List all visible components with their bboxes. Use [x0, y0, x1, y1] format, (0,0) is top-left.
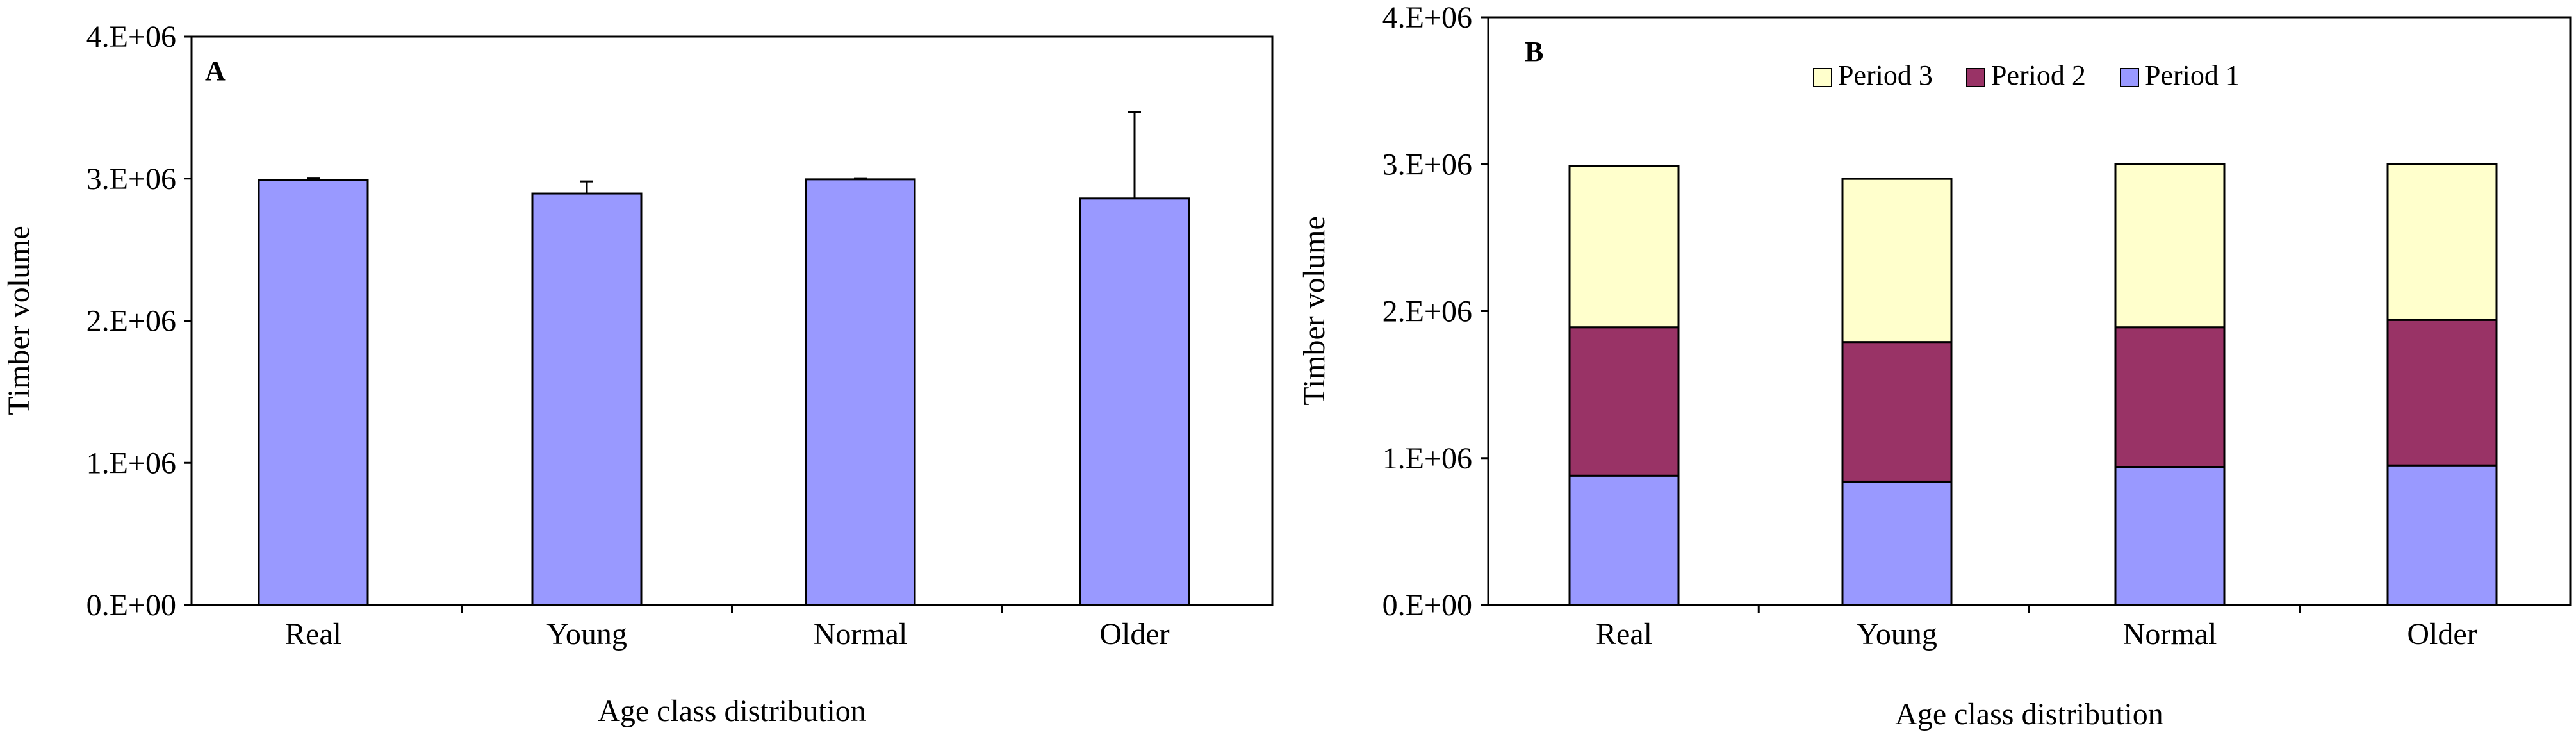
bar-segment-period-1	[2386, 464, 2498, 606]
bar-segment-period-2	[2114, 326, 2226, 468]
y-axis-title: Timber volume	[2, 226, 36, 415]
y-tick-label: 2.E+06	[86, 304, 176, 338]
bar	[531, 192, 643, 606]
chart-panel-a: 0.E+00 1.E+06 2.E+06 3.E+06 4.E+06 Real Young N…	[2, 20, 1274, 728]
bar-segment-period-3	[1568, 165, 1680, 329]
bar-segment-period-1	[2114, 466, 2226, 606]
legend-label: Period 1	[2145, 60, 2240, 91]
x-tick-label: Normal	[814, 617, 908, 651]
legend-swatch	[1813, 68, 1832, 87]
bar-segment-period-2	[1841, 341, 1953, 483]
x-tick-label: Real	[1596, 617, 1652, 651]
bar	[1079, 197, 1190, 606]
y-tick-label: 0.E+00	[1382, 588, 1472, 622]
legend-label: Period 3	[1838, 60, 1933, 91]
y-tick-label: 3.E+06	[1382, 147, 1472, 181]
bar	[805, 178, 916, 606]
bar	[258, 179, 369, 606]
bar-segment-period-3	[2114, 163, 2226, 329]
panel-label: B	[1525, 36, 1543, 67]
x-tick-label: Normal	[2123, 617, 2217, 651]
y-tick-label: 0.E+00	[86, 588, 176, 622]
legend-swatch	[2120, 68, 2139, 87]
bar-segment-period-3	[2386, 163, 2498, 321]
bar-segment-period-1	[1841, 480, 1953, 606]
y-tick-label: 1.E+06	[86, 446, 176, 480]
x-tick-label: Young	[1857, 617, 1937, 651]
x-tick-label: Real	[285, 617, 341, 651]
bar-segment-period-2	[1568, 326, 1680, 477]
x-axis-title: Age class distribution	[1895, 697, 2163, 731]
bar-segment-period-3	[1841, 178, 1953, 344]
legend-swatch	[1966, 68, 1985, 87]
y-axis-title: Timber volume	[1297, 216, 1331, 406]
bar-segment-period-1	[1568, 474, 1680, 606]
y-tick-label: 4.E+06	[1382, 1, 1472, 35]
y-tick-label: 2.E+06	[1382, 295, 1472, 329]
chart-panel-b: 0.E+00 1.E+06 2.E+06 3.E+06 4.E+06 Real Young N…	[1297, 1, 2572, 731]
legend-label: Period 2	[1991, 60, 2086, 91]
x-axis-title: Age class distribution	[598, 694, 866, 728]
y-tick-label: 4.E+06	[86, 20, 176, 54]
x-tick-label: Young	[546, 617, 627, 651]
panel-label: A	[205, 55, 226, 87]
x-tick-label: Older	[1099, 617, 1169, 651]
x-tick-label: Older	[2407, 617, 2477, 651]
bar-segment-period-2	[2386, 319, 2498, 467]
y-tick-label: 1.E+06	[1382, 442, 1472, 476]
y-tick-label: 3.E+06	[86, 162, 176, 196]
